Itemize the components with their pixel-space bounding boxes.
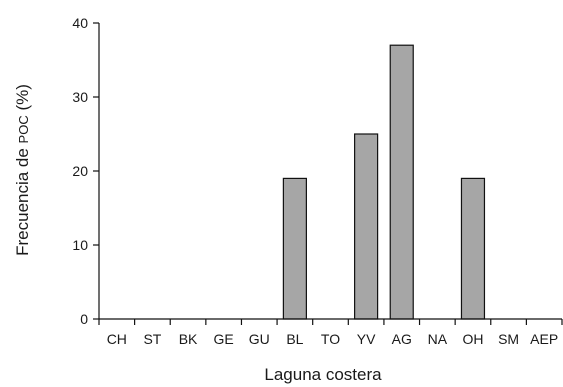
bars-group xyxy=(282,44,486,320)
x-tick-label: YV xyxy=(357,331,376,347)
bar-ag xyxy=(389,44,414,320)
x-tick-label: TO xyxy=(321,331,340,347)
x-axis-title: Laguna costera xyxy=(264,365,382,384)
x-tick-label: NA xyxy=(428,331,448,347)
y-tick-label: 20 xyxy=(72,163,88,179)
y-tick-label: 40 xyxy=(72,15,88,31)
x-tick-label: BK xyxy=(179,331,198,347)
x-tick-label: CH xyxy=(107,331,127,347)
y-axis-title-tail: (%) xyxy=(13,84,32,115)
y-tick-label: 0 xyxy=(80,311,88,327)
x-tick-label: AEP xyxy=(530,331,558,347)
y-axis-title: Frecuencia de POC (%) xyxy=(13,84,32,256)
x-tick-label: GE xyxy=(214,331,234,347)
y-axis-title-main: Frecuencia de xyxy=(13,143,32,255)
bar-bl xyxy=(282,177,307,320)
y-tick-label: 10 xyxy=(72,237,88,253)
x-tick-label: ST xyxy=(143,331,161,347)
y-axis-title-small: POC xyxy=(16,115,31,143)
axes-group xyxy=(98,23,562,320)
x-tick-label: BL xyxy=(286,331,303,347)
x-tick-label: OH xyxy=(462,331,483,347)
x-ticks-group: CH ST BK GE GU BL TO YV AG NA OH SM AEP xyxy=(98,319,563,347)
x-tick-label: SM xyxy=(498,331,519,347)
y-tick-label: 30 xyxy=(72,89,88,105)
x-tick-label: GU xyxy=(249,331,270,347)
x-tick-label: AG xyxy=(392,331,412,347)
y-ticks-group: 0 10 20 30 40 xyxy=(72,15,99,327)
bar-yv xyxy=(354,133,379,320)
bar-oh xyxy=(460,177,486,320)
